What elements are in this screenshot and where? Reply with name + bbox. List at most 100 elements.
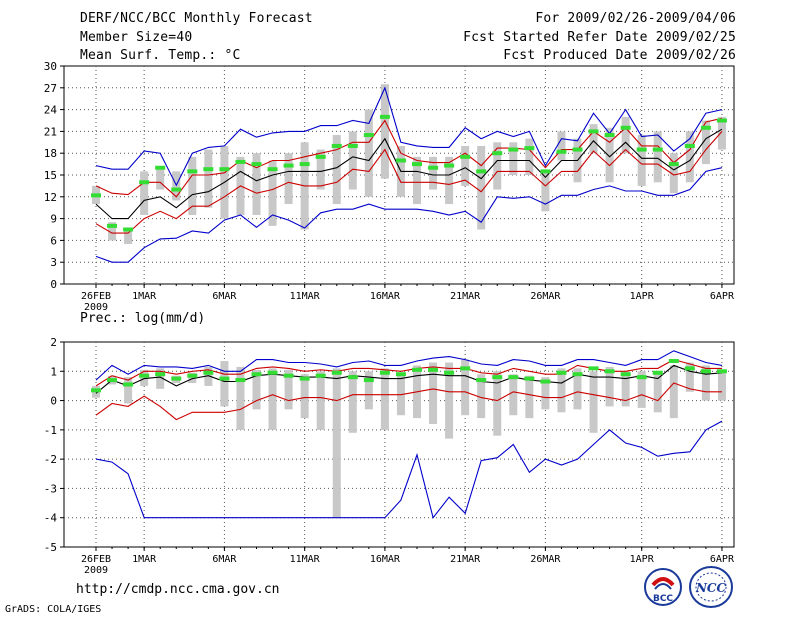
prec-median-dash [524, 376, 535, 381]
temp-ytick-label: 0 [50, 278, 57, 291]
temp-ytick-label: 21 [44, 125, 57, 138]
prec-ytick-label: 0 [50, 395, 57, 408]
temp-member-bar [637, 135, 646, 186]
temp-median-dash [444, 163, 455, 168]
temp-median-dash [171, 187, 182, 192]
temp-member-bar [348, 131, 357, 190]
temp-member-bar [589, 124, 598, 154]
prec-member-bar [252, 369, 261, 410]
temp-member-bar [621, 116, 630, 154]
temp-ytick-label: 30 [44, 60, 57, 73]
prec-member-bar [701, 365, 710, 401]
temp-median-dash [395, 158, 406, 163]
prec-median-dash [636, 375, 647, 380]
temp-median-dash [716, 118, 727, 123]
temp-ytick-label: 18 [44, 147, 57, 160]
temp-median-dash [331, 143, 342, 148]
prec-median-dash [572, 372, 583, 377]
prec-xtick-label: 11MAR [290, 554, 321, 565]
prec-member-bar [188, 372, 197, 383]
prec-member-bar [236, 366, 245, 430]
temp-median-dash [107, 223, 118, 228]
temp-max-line [95, 86, 723, 187]
temp-member-bar [653, 131, 662, 183]
prec-median-dash [283, 373, 294, 378]
prec-member-bar [332, 368, 341, 518]
temp-median-dash [620, 125, 631, 130]
prec-lower-line [95, 382, 722, 421]
chart-title: DERF/NCC/BCC Monthly Forecast [80, 11, 313, 26]
prec-median-dash [700, 369, 711, 374]
ncc-logo-text: NCC [695, 581, 727, 595]
prec-median-dash [668, 359, 679, 364]
temp-ytick-label: 6 [50, 234, 57, 247]
prec-median-dash [588, 366, 599, 371]
prec-member-bar [525, 375, 534, 419]
prec-median-dash [412, 367, 422, 372]
prec-member-bar [445, 362, 454, 439]
prec-min-line [95, 420, 723, 519]
prec-member-bar [605, 366, 614, 407]
prec-member-bar [461, 359, 470, 416]
prec-member-bar [669, 365, 678, 419]
temp-median-dash [235, 159, 246, 164]
prec-median-dash [139, 373, 150, 378]
temp-median-dash [251, 162, 262, 167]
prec-xtick-label: 16MAR [370, 554, 401, 565]
temp-member-bar [332, 135, 341, 205]
prec-median-dash [508, 375, 519, 380]
temp-median-dash [524, 146, 535, 151]
temp-median-dash [299, 162, 310, 167]
prec-xtick-label: 26FEB [81, 554, 111, 565]
source-url[interactable]: http://cmdp.ncc.cma.gov.cn [76, 582, 280, 597]
temp-lower-line [95, 131, 723, 234]
prec-ytick-label: -4 [44, 512, 58, 525]
prec-median-dash [379, 370, 390, 375]
temp-member-bar [701, 120, 710, 165]
temp-member-bar [525, 138, 534, 175]
temp-ytick-label: 12 [44, 191, 57, 204]
prec-median-dash [604, 369, 615, 374]
temp-member-bar [429, 156, 438, 190]
prec-member-bar [509, 374, 518, 416]
temp-upper-line [95, 117, 723, 198]
prec-median-dash [267, 370, 278, 375]
prec-median-dash [235, 378, 246, 383]
temp-member-bar [204, 149, 213, 208]
prec-member-bar [348, 371, 357, 433]
prec-median-dash [556, 370, 567, 375]
prec-median-dash [620, 372, 631, 377]
prec-median-dash [716, 369, 727, 374]
prec-median-dash [492, 375, 503, 380]
prec-xtick-label: 6MAR [212, 554, 237, 565]
prec-median-dash [395, 372, 406, 377]
prec-median-dash [347, 375, 358, 380]
temp-xtick-label: 26FEB [81, 291, 111, 302]
temp-member-bar [124, 229, 133, 245]
temp-median-dash [139, 180, 150, 185]
temp-median-dash [652, 147, 663, 152]
prec-ytick-label: -5 [44, 541, 57, 554]
temp-median-dash [636, 147, 647, 152]
prec-member-bar [621, 371, 630, 407]
prec-median-dash [444, 370, 455, 375]
prec-xtick-label: 6APR [710, 554, 735, 565]
temp-xtick-label: 6MAR [212, 291, 237, 302]
temp-member-bar [188, 156, 197, 215]
prec-xtick-label: 26MAR [530, 554, 561, 565]
prec-member-bar [220, 361, 229, 407]
temp-xtick-label: 26MAR [530, 291, 561, 302]
temp-member-bar [445, 156, 454, 205]
temp-member-bar [557, 131, 566, 161]
bcc-logo: BCC [644, 568, 682, 606]
forecast-range: For 2009/02/26-2009/04/06 [535, 11, 736, 26]
prec-max-line [95, 350, 723, 381]
prec-median-dash [428, 367, 439, 372]
temp-median-dash [347, 143, 358, 148]
temp-median-dash [668, 162, 679, 167]
temp-member-bar [268, 160, 277, 226]
prec-ytick-label: -2 [44, 453, 57, 466]
grads-credit: GrADS: COLA/IGES [5, 604, 102, 615]
temp-member-bar [669, 153, 678, 194]
prec-median-dash [299, 376, 310, 381]
